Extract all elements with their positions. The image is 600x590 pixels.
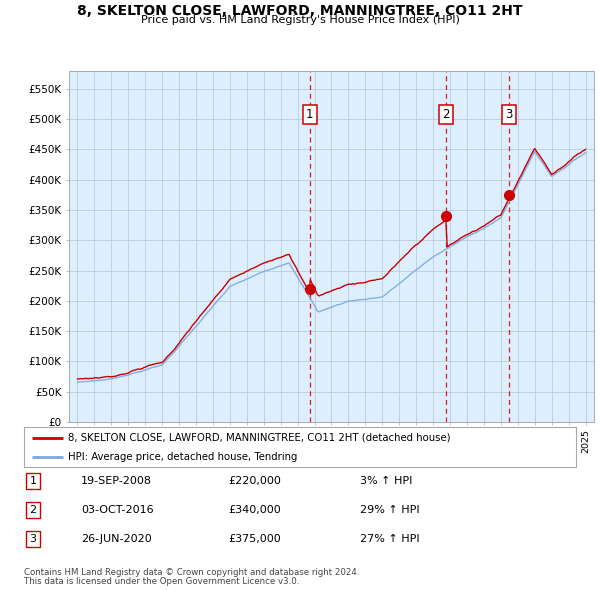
Text: 27% ↑ HPI: 27% ↑ HPI: [360, 534, 419, 543]
Text: HPI: Average price, detached house, Tendring: HPI: Average price, detached house, Tend…: [68, 452, 298, 462]
Text: 2: 2: [29, 505, 37, 514]
Text: This data is licensed under the Open Government Licence v3.0.: This data is licensed under the Open Gov…: [24, 578, 299, 586]
Text: 19-SEP-2008: 19-SEP-2008: [81, 476, 152, 486]
Text: 3% ↑ HPI: 3% ↑ HPI: [360, 476, 412, 486]
Text: 29% ↑ HPI: 29% ↑ HPI: [360, 505, 419, 514]
Text: £220,000: £220,000: [228, 476, 281, 486]
Text: 8, SKELTON CLOSE, LAWFORD, MANNINGTREE, CO11 2HT (detached house): 8, SKELTON CLOSE, LAWFORD, MANNINGTREE, …: [68, 432, 451, 442]
Text: 8, SKELTON CLOSE, LAWFORD, MANNINGTREE, CO11 2HT: 8, SKELTON CLOSE, LAWFORD, MANNINGTREE, …: [77, 4, 523, 18]
Text: 1: 1: [306, 108, 314, 121]
Text: Contains HM Land Registry data © Crown copyright and database right 2024.: Contains HM Land Registry data © Crown c…: [24, 568, 359, 577]
Text: £340,000: £340,000: [228, 505, 281, 514]
Text: £375,000: £375,000: [228, 534, 281, 543]
Text: Price paid vs. HM Land Registry's House Price Index (HPI): Price paid vs. HM Land Registry's House …: [140, 15, 460, 25]
Text: 3: 3: [29, 534, 37, 543]
Text: 03-OCT-2016: 03-OCT-2016: [81, 505, 154, 514]
Text: 26-JUN-2020: 26-JUN-2020: [81, 534, 152, 543]
Text: 2: 2: [442, 108, 450, 121]
Text: 3: 3: [505, 108, 513, 121]
Text: 1: 1: [29, 476, 37, 486]
